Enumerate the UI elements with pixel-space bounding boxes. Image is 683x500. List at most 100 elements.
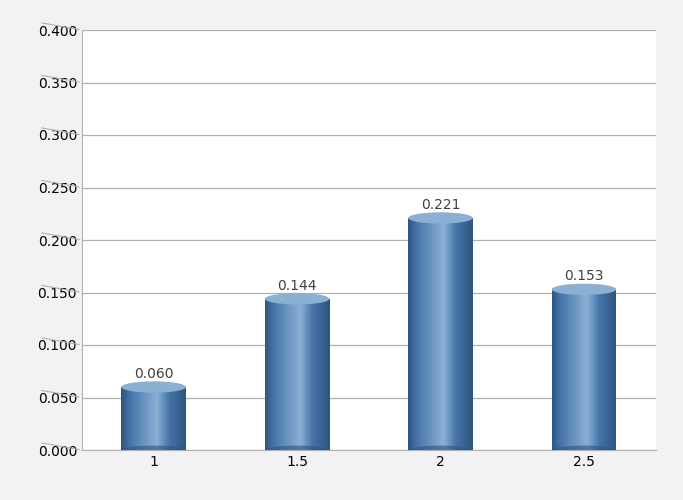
Bar	[411, 218, 412, 450]
Bar	[301, 299, 302, 450]
Bar	[464, 218, 465, 450]
Bar	[564, 290, 565, 450]
Bar	[444, 218, 445, 450]
Bar	[295, 299, 296, 450]
Bar	[124, 387, 126, 450]
Bar	[559, 290, 560, 450]
Bar	[435, 218, 436, 450]
Bar	[314, 299, 315, 450]
Ellipse shape	[265, 293, 329, 304]
Bar	[447, 218, 449, 450]
Text: 0.060: 0.060	[134, 366, 173, 380]
Bar	[556, 290, 557, 450]
Bar	[124, 387, 125, 450]
Bar	[299, 299, 300, 450]
Bar	[575, 290, 576, 450]
Bar	[161, 387, 162, 450]
Bar	[181, 387, 182, 450]
Bar	[591, 290, 592, 450]
Bar	[440, 218, 441, 450]
Bar	[552, 290, 553, 450]
Bar	[278, 299, 279, 450]
Bar	[566, 290, 567, 450]
Bar	[159, 387, 160, 450]
Bar	[413, 218, 414, 450]
Bar	[265, 299, 266, 450]
Bar	[148, 387, 150, 450]
Bar	[577, 290, 578, 450]
Bar	[439, 218, 440, 450]
Bar	[288, 299, 289, 450]
Bar	[581, 290, 582, 450]
Bar	[146, 387, 147, 450]
Bar	[580, 290, 581, 450]
Bar	[447, 218, 448, 450]
Bar	[414, 218, 415, 450]
Bar	[162, 387, 163, 450]
Bar	[321, 299, 322, 450]
Bar	[450, 218, 451, 450]
Bar	[136, 387, 137, 450]
Ellipse shape	[408, 446, 473, 454]
Bar	[126, 387, 127, 450]
Bar	[607, 290, 608, 450]
Bar	[294, 299, 295, 450]
Bar	[282, 299, 283, 450]
Bar	[134, 387, 135, 450]
Bar	[602, 290, 603, 450]
Bar	[280, 299, 281, 450]
Bar	[412, 218, 413, 450]
Bar	[434, 218, 436, 450]
Bar	[270, 299, 271, 450]
Bar	[611, 290, 612, 450]
Bar	[154, 387, 155, 450]
Bar	[128, 387, 129, 450]
Bar	[141, 387, 142, 450]
Bar	[573, 290, 574, 450]
Bar	[410, 218, 411, 450]
Bar	[164, 387, 165, 450]
Bar	[615, 290, 616, 450]
Bar	[135, 387, 136, 450]
Bar	[303, 299, 304, 450]
Bar	[289, 299, 290, 450]
Bar	[555, 290, 556, 450]
Bar	[453, 218, 454, 450]
Bar	[138, 387, 139, 450]
Bar	[600, 290, 601, 450]
Bar	[272, 299, 273, 450]
Bar	[422, 218, 423, 450]
Bar	[161, 387, 162, 450]
Bar	[567, 290, 568, 450]
Bar	[462, 218, 463, 450]
Bar	[579, 290, 580, 450]
Bar	[323, 299, 324, 450]
Bar	[436, 218, 437, 450]
Bar	[423, 218, 425, 450]
Bar	[605, 290, 606, 450]
Bar	[153, 387, 154, 450]
Bar	[457, 218, 458, 450]
Bar	[560, 290, 561, 450]
Bar	[419, 218, 420, 450]
Bar	[468, 218, 469, 450]
Bar	[571, 290, 572, 450]
Bar	[296, 299, 297, 450]
Bar	[168, 387, 169, 450]
Bar	[438, 218, 439, 450]
Bar	[283, 299, 284, 450]
Bar	[291, 299, 292, 450]
Bar	[137, 387, 138, 450]
Bar	[127, 387, 128, 450]
Bar	[554, 290, 555, 450]
Bar	[126, 387, 127, 450]
Bar	[132, 387, 133, 450]
Bar	[590, 290, 591, 450]
Bar	[133, 387, 134, 450]
Bar	[572, 290, 573, 450]
Bar	[599, 290, 600, 450]
Bar	[578, 290, 579, 450]
Bar	[603, 290, 604, 450]
Bar	[140, 387, 141, 450]
Bar	[424, 218, 426, 450]
